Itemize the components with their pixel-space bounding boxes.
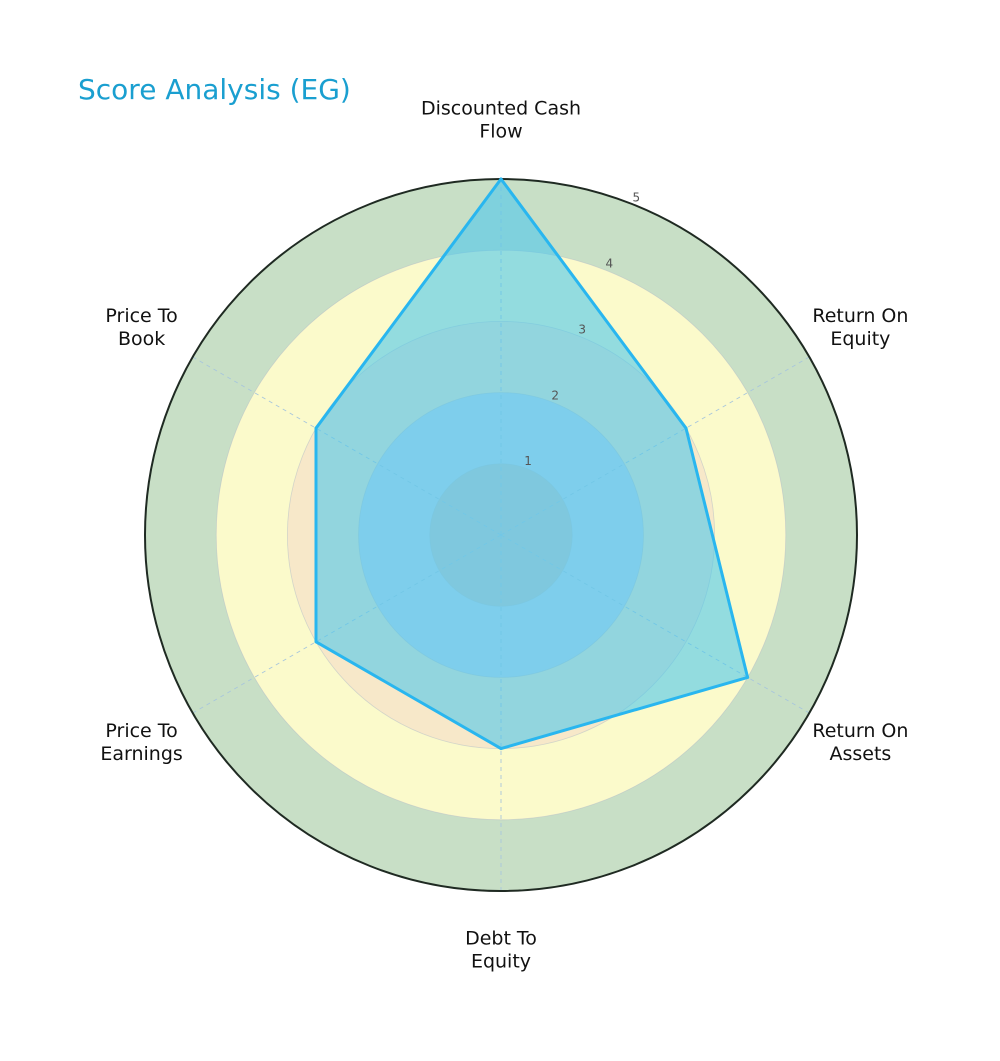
chart-title: Score Analysis (EG): [78, 73, 351, 106]
axis-label-line: Assets: [829, 743, 891, 765]
axis-label: Discounted Cash Flow: [421, 98, 581, 143]
axis-label: Return On Equity: [812, 305, 908, 350]
axis-label-line: Price To: [105, 305, 177, 327]
radial-tick-label: 3: [578, 322, 586, 336]
axis-label-line: Equity: [830, 328, 890, 350]
axis-label-line: Return On: [812, 305, 908, 327]
score-series: [314, 177, 750, 751]
score-point: [684, 426, 688, 430]
axis-label-line: Earnings: [100, 743, 182, 765]
radial-tick-label: 2: [551, 388, 559, 402]
radial-tick-labels: 1 2 3 4 5: [524, 191, 640, 468]
axis-label: Price To Earnings: [100, 720, 182, 765]
score-point: [499, 177, 503, 181]
axis-label-line: Equity: [471, 951, 531, 973]
score-point: [314, 640, 318, 644]
axis-label-line: Flow: [479, 121, 522, 143]
axis-label-line: Price To: [105, 720, 177, 742]
axis-label-line: Debt To: [465, 928, 537, 950]
axis-label: Debt To Equity: [465, 928, 537, 973]
radial-tick-label: 1: [524, 454, 532, 468]
score-point: [314, 426, 318, 430]
axis-label: Price To Book: [105, 305, 177, 350]
radial-tick-label: 5: [633, 191, 641, 205]
radial-tick-label: 4: [605, 257, 613, 271]
axis-label-line: Discounted Cash: [421, 98, 581, 120]
axis-label: Return On Assets: [812, 720, 908, 765]
axis-label-line: Book: [118, 328, 165, 350]
axis-label-line: Return On: [812, 720, 908, 742]
score-point: [499, 747, 503, 751]
score-point: [746, 675, 750, 679]
